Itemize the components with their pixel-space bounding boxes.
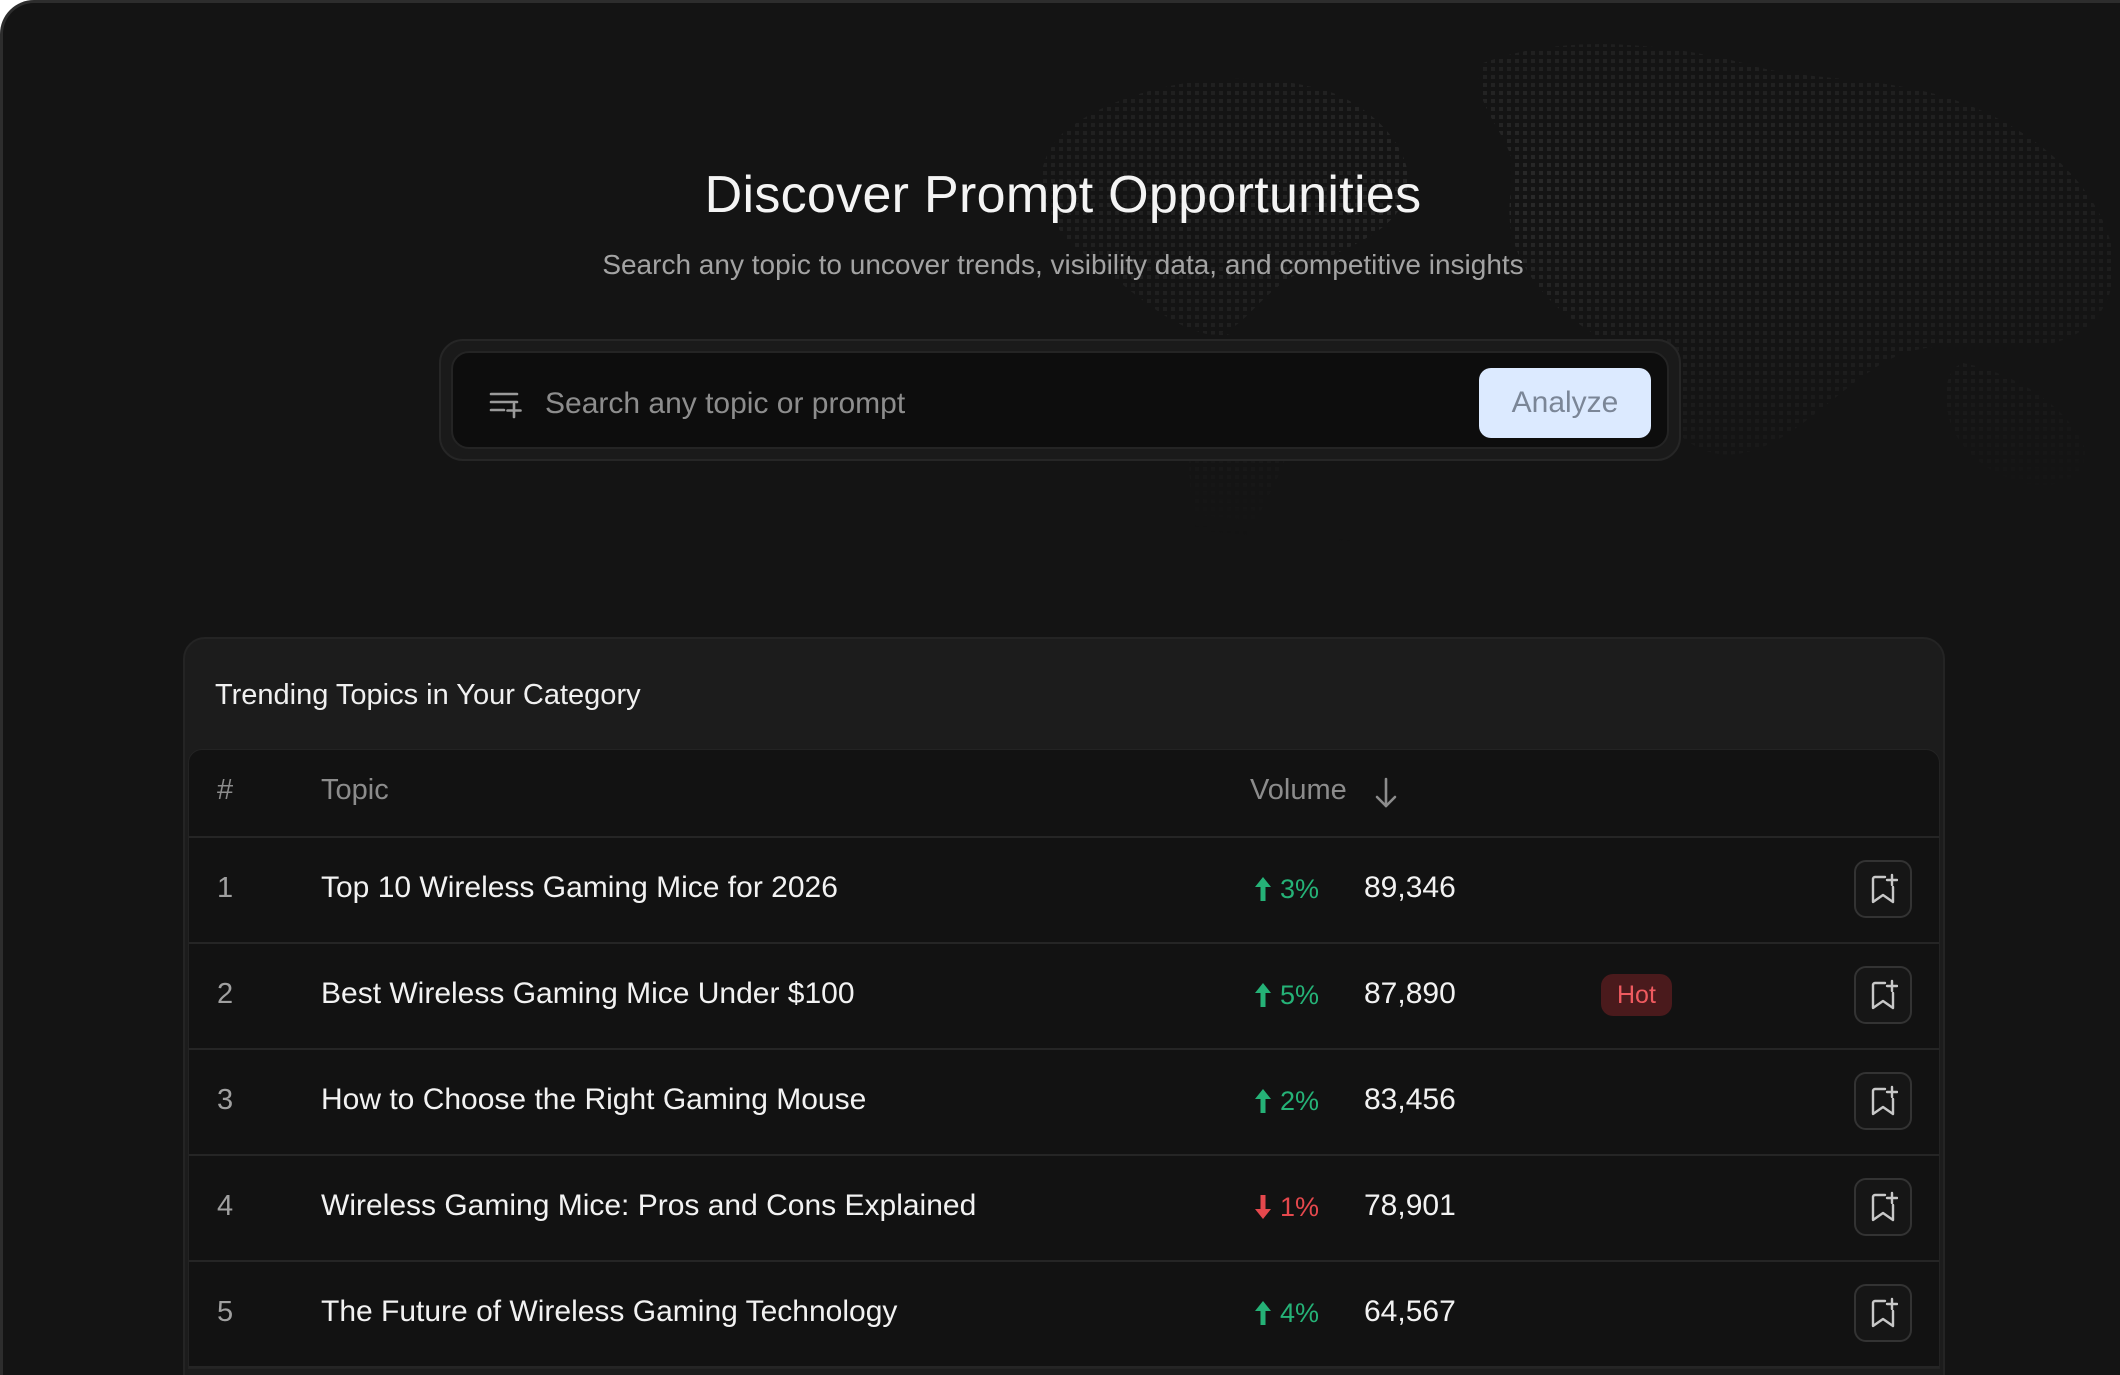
page-title: Discover Prompt Opportunities (704, 166, 1422, 224)
row-trend: 3% (1252, 871, 1319, 907)
row-trend-value: 2% (1280, 1085, 1320, 1116)
row-topic[interactable]: How to Choose the Right Gaming Mouse (321, 1083, 867, 1116)
row-volume: 78,901 (1364, 1189, 1456, 1222)
page-subtitle: Search any topic to uncover trends, visi… (602, 249, 1524, 280)
row-trend: 5% (1252, 977, 1319, 1013)
search-bar: Analyze (439, 339, 1681, 461)
row-trend: 1% (1252, 1189, 1319, 1225)
row-trend-value: 1% (1280, 1191, 1320, 1222)
table-row[interactable]: 4 Wireless Gaming Mice: Pros and Cons Exp… (189, 1156, 1939, 1262)
row-rank: 1 (217, 872, 234, 904)
bookmark-add-button[interactable] (1854, 1072, 1912, 1130)
trending-topics-title: Trending Topics in Your Category (215, 679, 641, 711)
list-add-icon (489, 392, 522, 419)
trend-up-icon (1255, 877, 1271, 901)
row-trend-value: 4% (1280, 1297, 1320, 1328)
search-box[interactable]: Analyze (451, 351, 1669, 449)
row-topic[interactable]: Top 10 Wireless Gaming Mice for 2026 (321, 871, 838, 904)
trend-up-icon (1255, 1089, 1271, 1113)
table-header: # Topic Volume (189, 750, 1939, 838)
row-topic[interactable]: Wireless Gaming Mice: Pros and Cons Expl… (321, 1189, 977, 1222)
column-header-topic[interactable]: Topic (321, 774, 389, 806)
row-trend: 4% (1252, 1295, 1319, 1331)
trend-down-icon (1255, 1195, 1271, 1219)
row-volume: 87,890 (1364, 977, 1456, 1010)
row-trend-value: 5% (1280, 979, 1320, 1010)
column-header-volume[interactable]: Volume (1250, 774, 1347, 806)
trend-up-icon (1255, 983, 1271, 1007)
row-trend: 2% (1252, 1083, 1319, 1119)
row-trend-value: 3% (1280, 873, 1320, 904)
world-map-background (1041, 44, 2114, 608)
trend-up-icon (1255, 1301, 1271, 1325)
bookmark-add-icon (1871, 1085, 1898, 1116)
trending-topics-table: # Topic Volume 1 Top 10 Wireless Gaming M… (188, 749, 1940, 1369)
trending-topics-panel: Trending Topics in Your Category # Topic… (183, 637, 1945, 1375)
bookmark-add-button[interactable] (1854, 1284, 1912, 1342)
bookmark-add-button[interactable] (1854, 1178, 1912, 1236)
row-volume: 64,567 (1364, 1295, 1456, 1328)
sort-descending-icon[interactable] (1372, 776, 1400, 810)
table-row[interactable]: 1 Top 10 Wireless Gaming Mice for 2026 3% 8… (189, 838, 1939, 944)
table-row[interactable]: 2 Best Wireless Gaming Mice Under $100 5% 8… (189, 944, 1939, 1050)
row-topic[interactable]: Best Wireless Gaming Mice Under $100 (321, 977, 855, 1010)
row-rank: 3 (217, 1084, 234, 1116)
row-rank: 5 (217, 1296, 234, 1328)
bookmark-add-icon (1871, 1297, 1898, 1328)
row-volume: 89,346 (1364, 871, 1456, 904)
bookmark-add-icon (1871, 979, 1898, 1010)
column-header-rank: # (217, 774, 234, 806)
bookmark-add-icon (1871, 1191, 1898, 1222)
row-volume: 83,456 (1364, 1083, 1456, 1116)
row-rank: 4 (217, 1190, 234, 1222)
analyze-button[interactable]: Analyze (1479, 368, 1651, 438)
hot-badge: Hot (1601, 974, 1672, 1016)
row-rank: 2 (217, 978, 234, 1010)
bookmark-add-icon (1871, 873, 1898, 904)
table-row[interactable]: 3 How to Choose the Right Gaming Mouse 2% 8… (189, 1050, 1939, 1156)
search-input[interactable] (543, 373, 1477, 435)
row-topic[interactable]: The Future of Wireless Gaming Technology (321, 1295, 898, 1328)
bookmark-add-button[interactable] (1854, 966, 1912, 1024)
table-row[interactable]: 5 The Future of Wireless Gaming Technolog… (189, 1262, 1939, 1368)
bookmark-add-button[interactable] (1854, 860, 1912, 918)
